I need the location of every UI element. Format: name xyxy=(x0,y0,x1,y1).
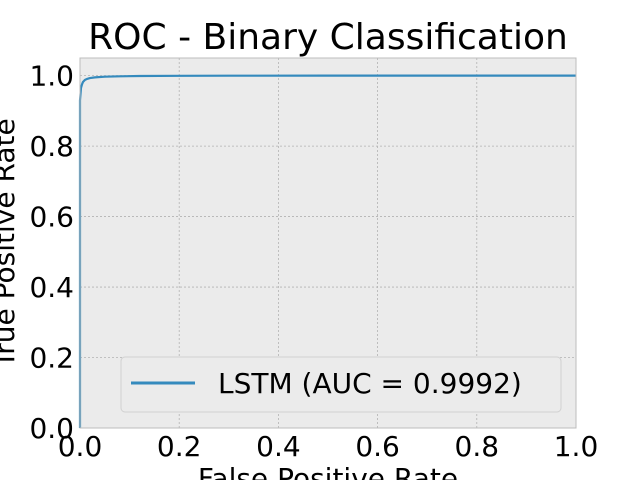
x-tick-label: 1.0 xyxy=(554,430,599,463)
y-axis-label: True Positive Rate xyxy=(0,118,21,368)
chart-title: ROC - Binary Classification xyxy=(88,17,568,58)
y-tick-label: 1.0 xyxy=(29,60,74,93)
x-tick-label: 0.4 xyxy=(256,430,301,463)
series-line-lstm xyxy=(78,74,576,428)
y-tick-label: 0.2 xyxy=(29,342,74,375)
legend-box xyxy=(120,356,562,413)
x-axis-ticks: 0.0 0.2 0.4 0.6 0.8 1.0 xyxy=(58,430,599,463)
y-tick-label: 0.0 xyxy=(29,412,74,445)
x-axis-label: False Positive Rate xyxy=(198,462,458,480)
y-tick-label: 0.4 xyxy=(29,271,74,304)
legend: LSTM (AUC = 0.9992) xyxy=(120,356,562,413)
series-layer xyxy=(78,74,576,428)
legend-label-lstm: LSTM (AUC = 0.9992) xyxy=(218,367,522,400)
x-tick-label: 0.0 xyxy=(58,430,103,463)
x-tick-label: 0.8 xyxy=(455,430,500,463)
y-tick-label: 0.8 xyxy=(29,130,74,163)
y-tick-label: 0.6 xyxy=(29,201,74,234)
y-axis-ticks: 0.0 0.2 0.4 0.6 0.8 1.0 xyxy=(29,60,74,445)
plot-frame xyxy=(79,57,577,429)
x-tick-label: 0.2 xyxy=(157,430,202,463)
x-tick-label: 0.6 xyxy=(355,430,400,463)
